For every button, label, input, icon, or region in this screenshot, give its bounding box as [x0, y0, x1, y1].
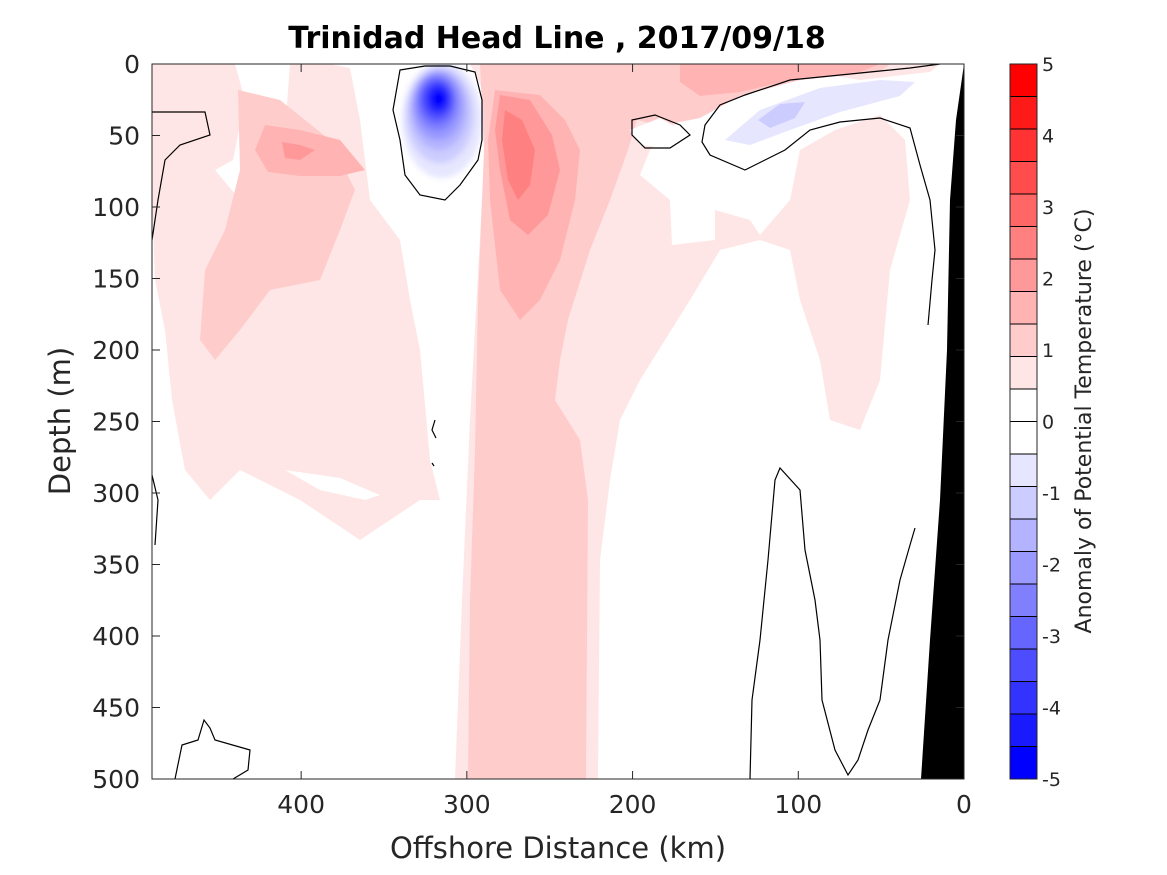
warm-patch-410-core — [282, 142, 315, 160]
chart-title: Trinidad Head Line , 2017/09/18 — [288, 21, 825, 56]
colorbar-segment — [1010, 486, 1037, 520]
colorbar-segment — [1010, 649, 1037, 682]
y-tick-label: 150 — [92, 265, 140, 294]
colorbar-segment — [1010, 226, 1037, 260]
y-tick-label: 50 — [108, 122, 140, 151]
colorbar-segment — [1010, 161, 1037, 195]
colorbar-segment — [1010, 551, 1037, 585]
colorbar-tick-label: 2 — [1042, 269, 1054, 291]
x-tick-label: 400 — [277, 790, 325, 819]
zero-gap-1 — [285, 470, 380, 500]
colorbar-tick-label: 4 — [1042, 126, 1054, 148]
colorbar-frame — [1009, 63, 1038, 780]
colorbar-segment — [1010, 454, 1037, 487]
x-tick-label: 0 — [956, 790, 972, 819]
y-tick-label: 500 — [92, 765, 140, 794]
zero-contour-deep-left — [152, 474, 159, 546]
surface-warm-lobe — [680, 64, 880, 96]
zero-contours — [152, 64, 941, 779]
colorbar-segment — [1010, 64, 1037, 97]
colorbar-segment — [1010, 421, 1037, 455]
colorbar-segment — [1010, 259, 1037, 292]
zero-contour-eddy — [392, 65, 483, 201]
colorbar — [1009, 63, 1038, 780]
colorbar-tick-label: -3 — [1042, 626, 1061, 648]
cold-lens-nearshore — [725, 80, 915, 145]
y-axis: 0 50 100 150 200 250 300 350 400 450 500 — [92, 50, 964, 794]
zero-contour-tiny — [431, 462, 435, 467]
colorbar-segment — [1010, 584, 1037, 617]
colorbar-segment — [1010, 96, 1037, 130]
colorbar-tick-label: -5 — [1042, 769, 1061, 791]
zero-contour-blob — [631, 114, 691, 149]
colorbar-segment — [1010, 389, 1037, 422]
colorbar-ticks: 5 4 3 2 1 0 -1 -2 -3 -4 -5 — [1042, 54, 1061, 791]
colorbar-segment — [1010, 291, 1037, 325]
y-tick-label: 0 — [124, 50, 140, 79]
bathymetry — [921, 64, 964, 779]
colorbar-segment — [1010, 714, 1037, 747]
zero-contour-bottom-left — [174, 718, 251, 779]
colorbar-tick-label: 5 — [1042, 54, 1054, 76]
zero-contour-left — [152, 111, 211, 241]
colorbar-tick-label: -2 — [1042, 555, 1061, 577]
x-tick-label: 200 — [609, 790, 657, 819]
y-tick-label: 100 — [92, 193, 140, 222]
colorbar-segment — [1010, 519, 1037, 552]
y-tick-label: 350 — [92, 551, 140, 580]
colorbar-segment — [1010, 324, 1037, 357]
y-tick-label: 250 — [92, 408, 140, 437]
y-axis-label: Depth (m) — [43, 347, 77, 495]
colorbar-tick-label: 0 — [1042, 412, 1054, 434]
colorbar-tick-label: 1 — [1042, 340, 1054, 362]
anomaly-field — [152, 64, 964, 779]
colorbar-segment — [1010, 356, 1037, 390]
warm-max-c — [502, 110, 535, 200]
cold-eddy — [402, 64, 482, 178]
colorbar-tick-label: -1 — [1042, 483, 1061, 505]
warm-region-offshore — [152, 64, 440, 540]
x-axis: 400 300 200 100 0 — [277, 64, 972, 819]
colorbar-segment — [1010, 681, 1037, 715]
zero-contour-deep-right — [749, 466, 916, 779]
y-tick-label: 450 — [92, 694, 140, 723]
cold-lens-core — [758, 102, 805, 128]
colorbar-segment — [1010, 616, 1037, 650]
x-tick-label: 100 — [774, 790, 822, 819]
y-tick-label: 200 — [92, 336, 140, 365]
colorbar-label: Anomaly of Potential Temperature (°C) — [1072, 209, 1097, 634]
colorbar-tick-label: 3 — [1042, 197, 1054, 219]
colorbar-segment — [1010, 746, 1037, 780]
y-tick-label: 300 — [92, 479, 140, 508]
x-axis-label: Offshore Distance (km) — [390, 831, 726, 865]
zero-contour-nearshore — [701, 64, 941, 326]
colorbar-segment — [1010, 194, 1037, 227]
x-tick-label: 300 — [443, 790, 491, 819]
zero-contour-small — [431, 419, 437, 439]
colorbar-tick-label: -4 — [1042, 698, 1061, 720]
y-tick-label: 400 — [92, 622, 140, 651]
colorbar-segment — [1010, 129, 1037, 162]
zero-gap-2 — [630, 118, 690, 148]
